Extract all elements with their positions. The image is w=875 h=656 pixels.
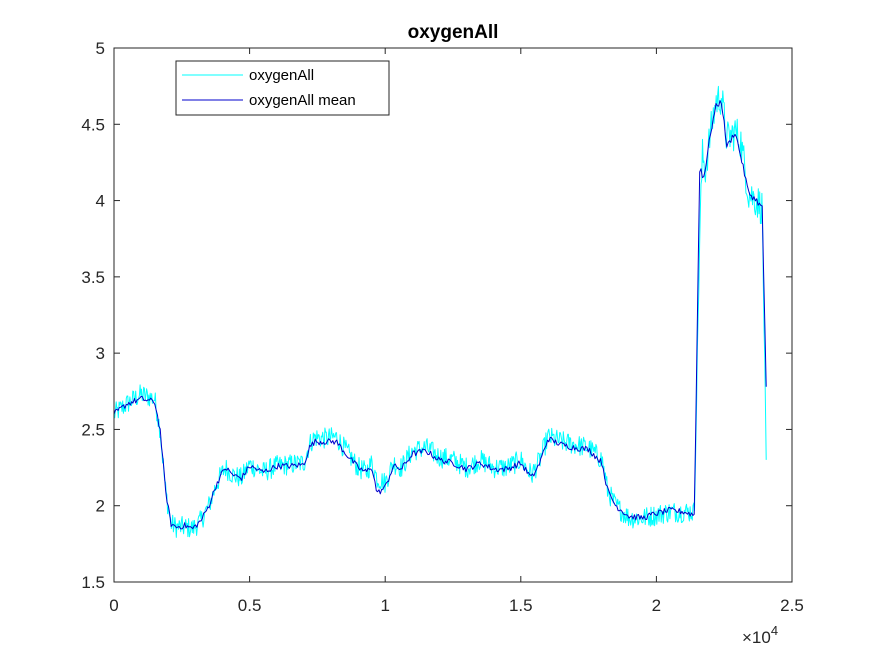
y-tick-label: 3 [96,344,105,363]
axes-box [113,47,793,583]
x-exponent-label: ×104 [742,623,778,647]
x-tick-label: 0 [109,596,118,615]
series-layer [113,85,767,538]
y-axis: 1.5 2 2.5 3 3.5 4 4.5 5 [81,39,792,592]
y-tick-label: 2 [96,497,105,516]
y-tick-label: 1.5 [81,573,105,592]
legend-label-oxygenall: oxygenAll [249,67,314,84]
x-tick-label: 2 [652,596,661,615]
series-line-oxygenall-mean [113,100,767,530]
y-tick-label: 4 [96,192,105,211]
x-exponent-power: 4 [771,623,778,638]
plot-area [114,48,792,582]
x-tick-label: 0.5 [238,596,262,615]
y-tick-label: 4.5 [81,115,105,134]
legend-box [175,60,390,116]
x-exponent-base: ×10 [742,628,771,647]
y-tick-label: 2.5 [81,420,105,439]
y-tick-label: 3.5 [81,268,105,287]
x-axis: 0 0.5 1 1.5 2 2.5 [109,48,804,615]
chart-title: oxygenAll [408,22,499,43]
x-tick-label: 2.5 [780,596,804,615]
y-tick-label: 5 [96,39,105,58]
legend: oxygenAll oxygenAll mean [175,60,390,116]
series-line-oxygenall [113,85,767,538]
legend-label-oxygenall-mean: oxygenAll mean [249,92,356,109]
x-tick-label: 1.5 [509,596,533,615]
x-tick-label: 1 [380,596,389,615]
